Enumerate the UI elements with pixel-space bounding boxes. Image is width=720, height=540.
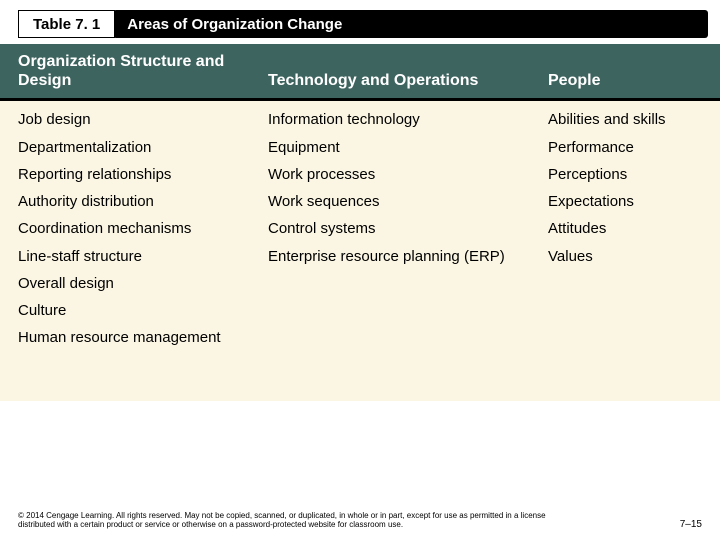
list-item: Enterprise resource planning (ERP) [268,248,520,265]
list-item: Information technology [268,111,520,128]
title-bar: Areas of Organization Change [113,10,708,38]
list-item: Line-staff structure [18,248,240,265]
list-item: Control systems [268,220,520,237]
list-item: Values [548,248,710,265]
list-item: Departmentalization [18,139,240,156]
list-item: Human resource management [18,329,240,346]
footer: © 2014 Cengage Learning. All rights rese… [18,511,702,530]
slide: Table 7. 1 Areas of Organization Change … [0,0,720,540]
table-body-row: Job design Departmentalization Reporting… [0,101,720,401]
column-header-1: Organization Structure and Design [0,44,250,98]
list-item: Job design [18,111,240,128]
list-item: Attitudes [548,220,710,237]
page-number: 7–15 [680,519,702,530]
list-item: Performance [548,139,710,156]
list-item: Culture [18,302,240,319]
copyright-text: © 2014 Cengage Learning. All rights rese… [18,511,558,530]
list-item: Work processes [268,166,520,183]
column-body-1: Job design Departmentalization Reporting… [0,101,250,401]
table-number: Table 7. 1 [33,16,100,33]
slide-title: Areas of Organization Change [127,16,342,33]
list-item: Expectations [548,193,710,210]
list-item: Overall design [18,275,240,292]
table-number-box: Table 7. 1 [18,10,115,38]
table-header-row: Organization Structure and Design Techno… [0,44,720,101]
column-body-3: Abilities and skills Performance Percept… [530,101,720,401]
column-header-3: People [530,44,720,98]
list-item: Abilities and skills [548,111,710,128]
column-body-2: Information technology Equipment Work pr… [250,101,530,401]
column-header-2: Technology and Operations [250,44,530,98]
list-item: Reporting relationships [18,166,240,183]
list-item: Authority distribution [18,193,240,210]
title-row: Table 7. 1 Areas of Organization Change [0,0,720,38]
list-item: Coordination mechanisms [18,220,240,237]
list-item: Equipment [268,139,520,156]
list-item: Perceptions [548,166,710,183]
list-item: Work sequences [268,193,520,210]
